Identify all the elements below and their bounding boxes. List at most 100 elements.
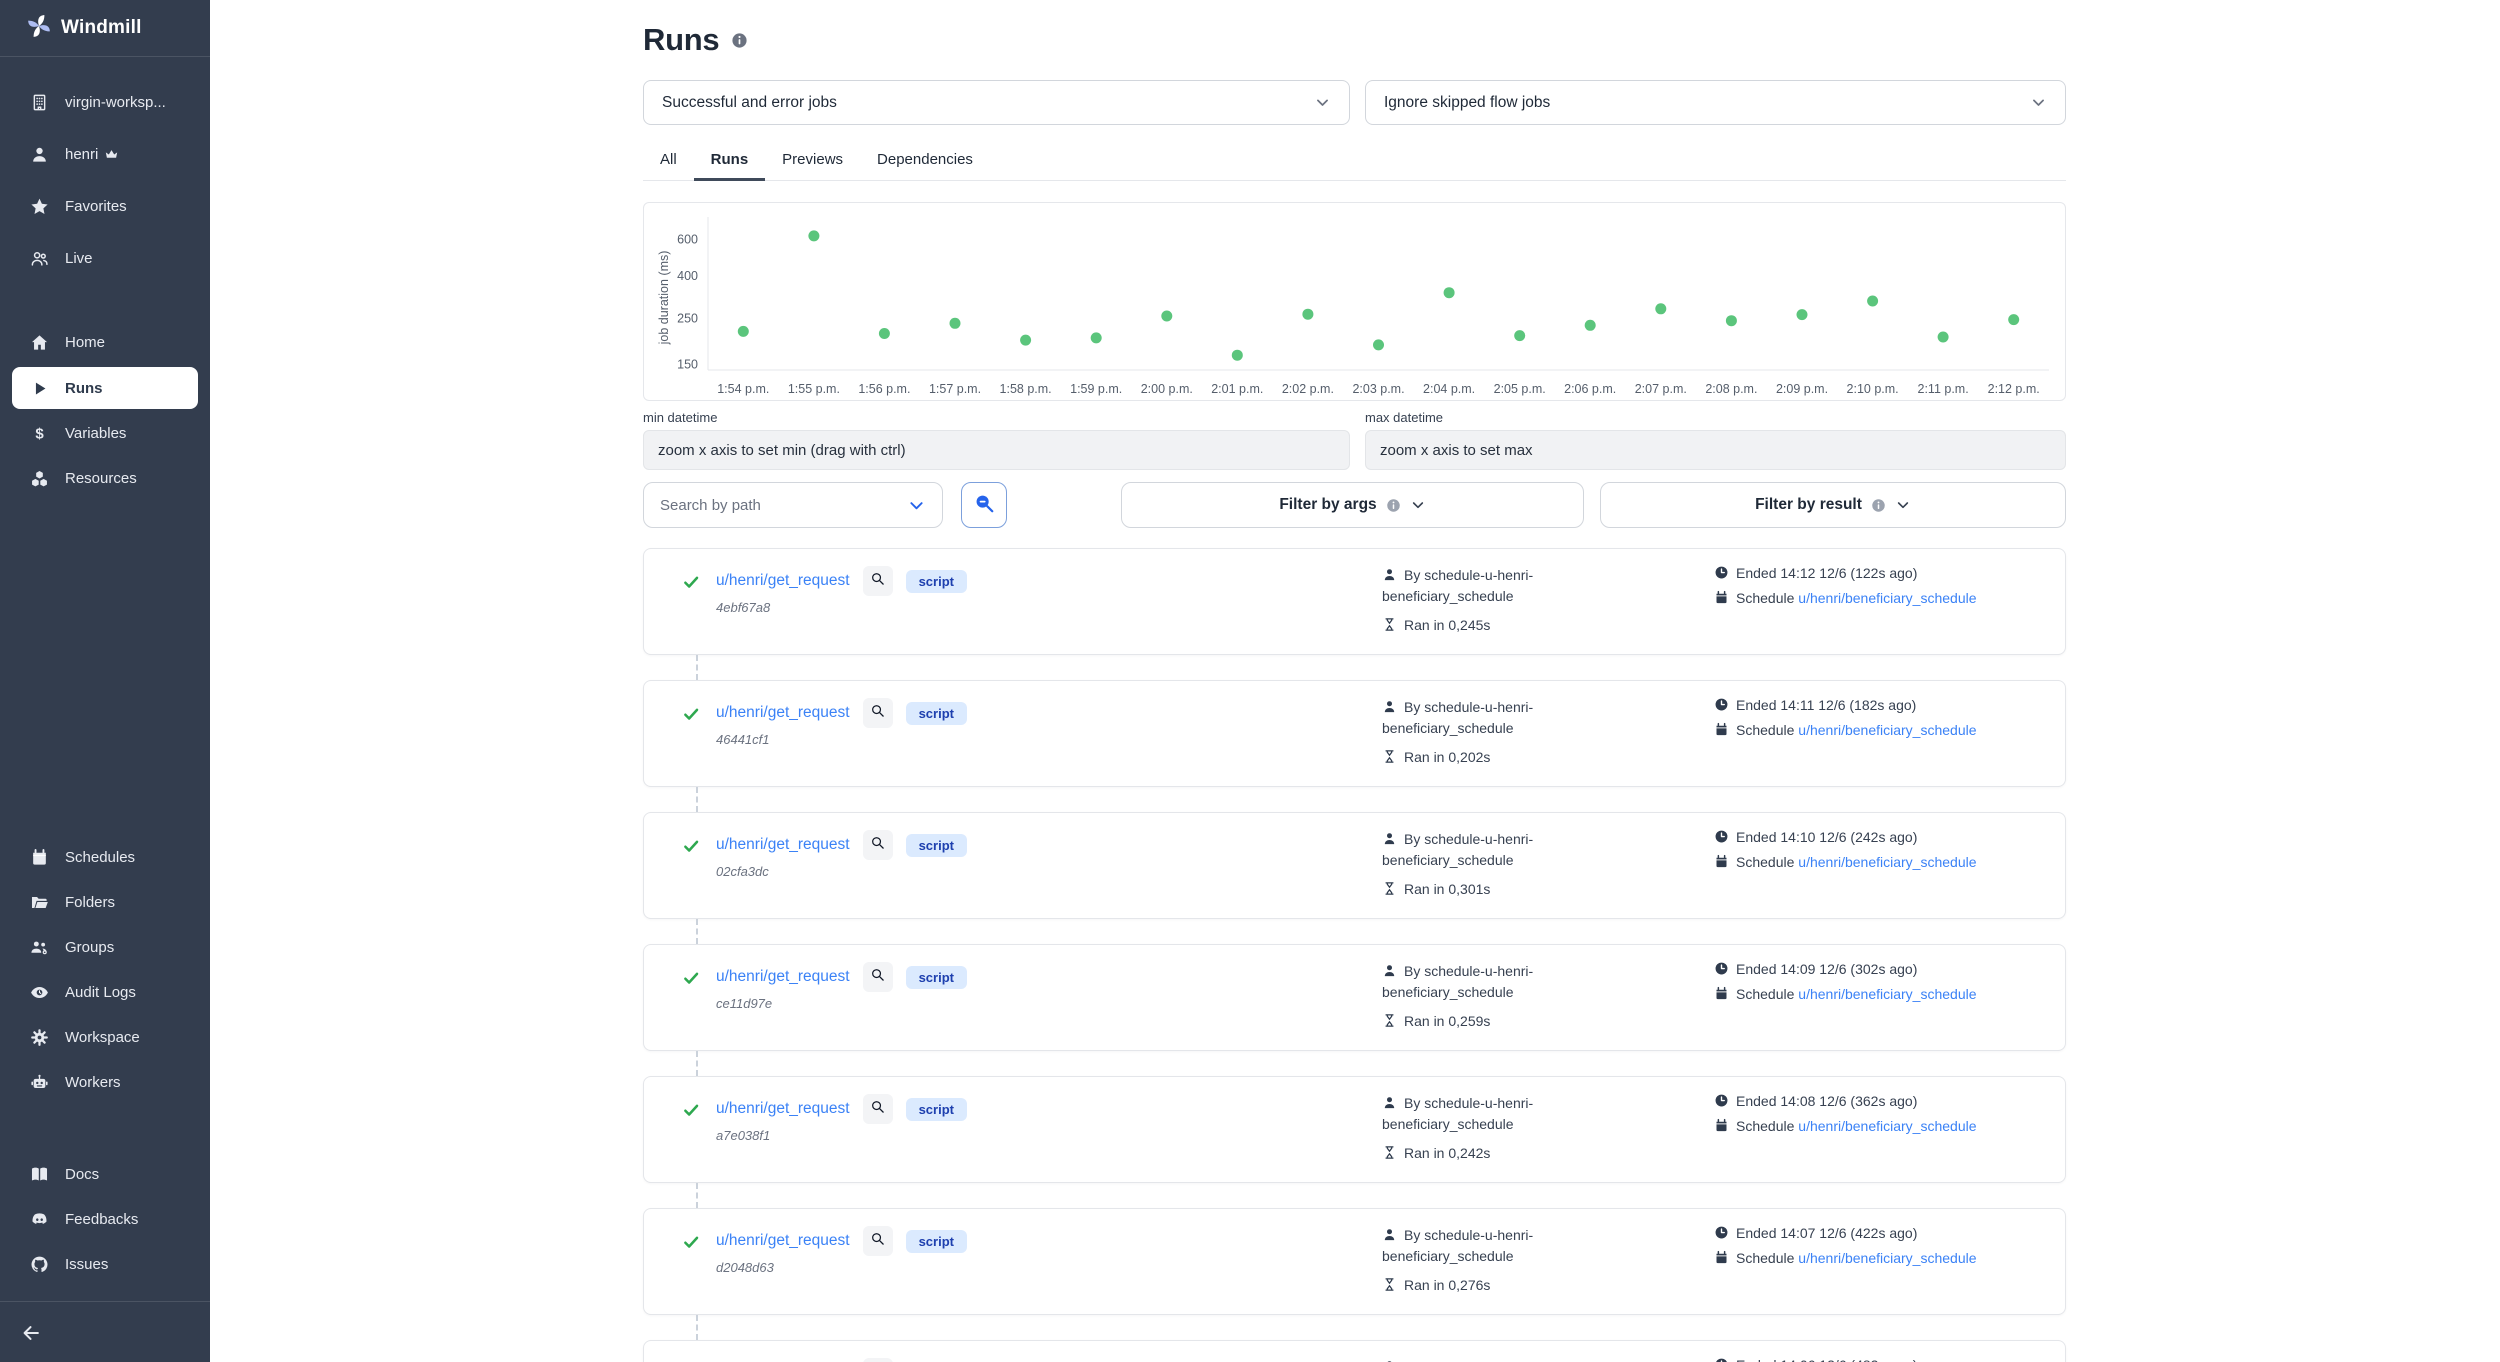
min-datetime-input[interactable]: zoom x axis to set min (drag with ctrl): [643, 430, 1350, 470]
sidebar-item-workers[interactable]: Workers: [0, 1060, 210, 1105]
job-kind-selected-value: Successful and error jobs: [662, 94, 837, 112]
sidebar-item-audit-logs[interactable]: Audit Logs: [0, 970, 210, 1015]
clock-icon: [1714, 1225, 1729, 1240]
schedule-path-link[interactable]: u/henri/beneficiary_schedule: [1798, 1118, 1976, 1134]
check-icon: [682, 705, 700, 728]
run-path-link[interactable]: u/henri/get_request: [716, 704, 850, 722]
sidebar-item-folders[interactable]: Folders: [0, 880, 210, 925]
run-card[interactable]: u/henri/get_request script 46441cf1 By s…: [643, 680, 2066, 787]
triggered-by: By schedule-u-henri-beneficiary_schedule: [1382, 829, 1586, 871]
clock-icon: [1714, 1093, 1729, 1108]
run-path-link[interactable]: u/henri/get_request: [716, 1232, 850, 1250]
sidebar-item-resources[interactable]: Resources: [0, 456, 210, 501]
sidebar-item-feedbacks[interactable]: Feedbacks: [0, 1197, 210, 1242]
chevron-down-icon: [1410, 497, 1426, 513]
filter-by-result-label: Filter by result: [1755, 496, 1862, 514]
info-icon: [1386, 498, 1401, 513]
svg-text:1:57 p.m.: 1:57 p.m.: [929, 382, 981, 396]
discord-icon: [28, 1210, 50, 1229]
triggered-by: By schedule-u-henri-beneficiary_schedule: [1382, 1225, 1586, 1267]
run-card-partial[interactable]: u/henri/get_request script By schedule-u…: [643, 1340, 2066, 1362]
search-button[interactable]: [961, 482, 1007, 528]
inspect-run-button[interactable]: [863, 1094, 893, 1124]
person-icon: [1382, 831, 1397, 846]
schedule-path-link[interactable]: u/henri/beneficiary_schedule: [1798, 722, 1976, 738]
schedule-line: Schedule u/henri/beneficiary_schedule: [1714, 986, 2064, 1002]
search-icon: [870, 1231, 885, 1251]
info-icon[interactable]: [731, 32, 748, 49]
job-kind-select[interactable]: Successful and error jobs: [643, 80, 1350, 125]
clock-icon: [1714, 1357, 1729, 1362]
dollar-icon: $: [28, 424, 50, 443]
schedule-line: Schedule u/henri/beneficiary_schedule: [1714, 1118, 2064, 1134]
sidebar-item-groups[interactable]: Groups: [0, 925, 210, 970]
inspect-run-button[interactable]: [863, 1358, 893, 1362]
sidebar-item-label: Audit Logs: [65, 984, 136, 1001]
triggered-by: By schedule-u-henri-beneficiary_schedule: [1382, 1093, 1586, 1135]
sidebar-item-label: Feedbacks: [65, 1211, 138, 1228]
svg-text:600: 600: [677, 232, 698, 246]
sidebar-item-favorites[interactable]: Favorites: [0, 180, 210, 232]
run-card[interactable]: u/henri/get_request script d2048d63 By s…: [643, 1208, 2066, 1315]
search-icon: [870, 571, 885, 591]
runs-duration-chart[interactable]: 1502504006001:54 p.m.1:55 p.m.1:56 p.m.1…: [644, 203, 2065, 400]
sidebar-item-label: Folders: [65, 894, 115, 911]
hourglass-icon: [1382, 1277, 1397, 1292]
calendar-icon: [1714, 1118, 1729, 1133]
run-card[interactable]: u/henri/get_request script ce11d97e By s…: [643, 944, 2066, 1051]
clock-icon: [1714, 829, 1729, 844]
job-duration-chart[interactable]: 1502504006001:54 p.m.1:55 p.m.1:56 p.m.1…: [643, 202, 2066, 401]
svg-text:2:03 p.m.: 2:03 p.m.: [1352, 382, 1404, 396]
inspect-run-button[interactable]: [863, 566, 893, 596]
run-card[interactable]: u/henri/get_request script 02cfa3dc By s…: [643, 812, 2066, 919]
triggered-by: By schedule-u-henri-beneficiary_schedule: [1382, 961, 1586, 1003]
svg-text:400: 400: [677, 269, 698, 283]
sidebar-item-home[interactable]: Home: [0, 320, 210, 365]
skipped-flows-selected-value: Ignore skipped flow jobs: [1384, 94, 1550, 112]
tab-previews[interactable]: Previews: [765, 143, 860, 180]
collapse-sidebar-button[interactable]: [20, 1318, 54, 1352]
run-path-link[interactable]: u/henri/get_request: [716, 572, 850, 590]
run-card[interactable]: u/henri/get_request script a7e038f1 By s…: [643, 1076, 2066, 1183]
sidebar-item-docs[interactable]: Docs: [0, 1152, 210, 1197]
inspect-run-button[interactable]: [863, 830, 893, 860]
person-icon: [1382, 699, 1397, 714]
search-by-path-select[interactable]: Search by path: [643, 482, 943, 528]
run-card[interactable]: u/henri/get_request script 4ebf67a8 By s…: [643, 548, 2066, 655]
sidebar-item-label: Runs: [65, 380, 103, 397]
sidebar-item-runs[interactable]: Runs: [12, 367, 198, 409]
inspect-run-button[interactable]: [863, 962, 893, 992]
inspect-run-button[interactable]: [863, 1226, 893, 1256]
schedule-path-link[interactable]: u/henri/beneficiary_schedule: [1798, 854, 1976, 870]
sidebar-item-live[interactable]: Live: [0, 232, 210, 284]
svg-text:2:12 p.m.: 2:12 p.m.: [1988, 382, 2040, 396]
tab-all[interactable]: All: [643, 143, 694, 180]
skipped-flows-select[interactable]: Ignore skipped flow jobs: [1365, 80, 2066, 125]
inspect-run-button[interactable]: [863, 698, 893, 728]
run-path-link[interactable]: u/henri/get_request: [716, 1100, 850, 1118]
tab-runs[interactable]: Runs: [694, 143, 766, 180]
sidebar-group-admin: Schedules Folders Groups Audit Logs Workspac…: [0, 835, 210, 1105]
sidebar-item-issues[interactable]: Issues: [0, 1242, 210, 1287]
run-path-link[interactable]: u/henri/get_request: [716, 968, 850, 986]
max-datetime-input[interactable]: zoom x axis to set max: [1365, 430, 2066, 470]
filter-by-args-button[interactable]: Filter by args: [1121, 482, 1584, 528]
sidebar-group-help: Docs Feedbacks Issues: [0, 1152, 210, 1287]
schedule-path-link[interactable]: u/henri/beneficiary_schedule: [1798, 590, 1976, 606]
schedule-path-link[interactable]: u/henri/beneficiary_schedule: [1798, 986, 1976, 1002]
tab-dependencies[interactable]: Dependencies: [860, 143, 990, 180]
run-path-link[interactable]: u/henri/get_request: [716, 836, 850, 854]
sidebar-item-workspace[interactable]: Workspace: [0, 1015, 210, 1060]
filter-by-result-button[interactable]: Filter by result: [1600, 482, 2066, 528]
logo-link[interactable]: Windmill: [0, 0, 210, 57]
schedule-path-link[interactable]: u/henri/beneficiary_schedule: [1798, 1250, 1976, 1266]
sidebar-divider: [0, 1301, 210, 1302]
sidebar-item-variables[interactable]: $Variables: [0, 411, 210, 456]
sidebar-item-henri[interactable]: henri: [0, 128, 210, 180]
clock-icon: [1714, 961, 1729, 976]
sidebar-item-label: Groups: [65, 939, 114, 956]
sidebar-item-virgin-worksp[interactable]: virgin-worksp...: [0, 76, 210, 128]
search-icon: [870, 967, 885, 987]
sidebar-item-schedules[interactable]: Schedules: [0, 835, 210, 880]
schedule-line: Schedule u/henri/beneficiary_schedule: [1714, 854, 2064, 870]
